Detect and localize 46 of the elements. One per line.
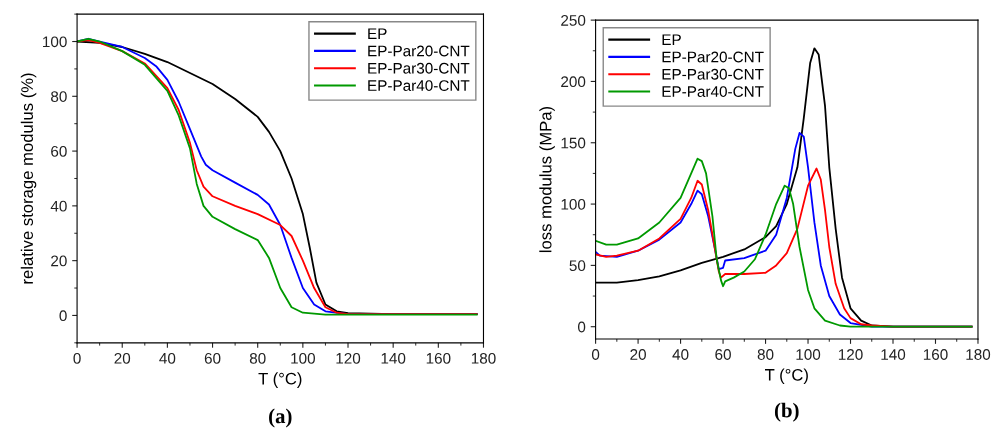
y-tick-label: 150 [561, 137, 586, 149]
x-tick-label: 100 [291, 352, 316, 364]
x-axis-title: T (°C) [258, 372, 302, 388]
x-axis-title: T (°C) [765, 368, 808, 385]
x-tick-label: 140 [881, 349, 906, 360]
legend-label: EP-Par30-CNT [368, 62, 470, 74]
legend-label: EP-Par20-CNT [662, 51, 764, 63]
text: (b) [774, 402, 799, 422]
x-tick-label: 0 [73, 352, 81, 364]
text: (a) [269, 408, 292, 428]
legend-label: EP-Par20-CNT [368, 45, 470, 57]
x-tick-label: 20 [630, 349, 646, 360]
x-tick-label: 120 [838, 349, 863, 360]
y-tick-label: 50 [569, 260, 586, 272]
x-tick-label: 160 [923, 349, 948, 360]
legend-label: EP-Par30-CNT [662, 68, 764, 80]
legend-label: EP [368, 28, 387, 39]
legend-label: EP-Par40-CNT [368, 80, 470, 91]
x-tick-label: 60 [715, 349, 731, 360]
x-tick-label: 80 [249, 352, 266, 364]
y-tick-label: 60 [51, 145, 67, 157]
x-tick-label: 140 [381, 352, 406, 364]
y-tick-label: 0 [59, 310, 67, 322]
x-tick-label: 20 [114, 352, 131, 364]
x-tick-label: 40 [672, 349, 689, 360]
y-axis-title: relative storage modulus (%) [20, 73, 37, 284]
y-tick-label: 20 [51, 255, 67, 267]
x-tick-label: 60 [204, 352, 221, 364]
x-tick-label: 160 [426, 352, 451, 364]
y-axis-title: loss modulus (MPa) [539, 106, 555, 253]
x-tick-label: 100 [796, 349, 821, 360]
x-tick-label: 180 [966, 349, 991, 360]
x-tick-label: 80 [757, 349, 774, 360]
y-tick-label: 200 [561, 76, 586, 88]
x-tick-label: 120 [336, 352, 361, 364]
x-tick-label: 0 [591, 349, 600, 360]
y-tick-label: 100 [43, 36, 67, 48]
x-tick-label: 40 [159, 352, 176, 364]
y-tick-label: 80 [51, 91, 67, 102]
legend-label: EP-Par40-CNT [662, 86, 764, 97]
x-tick-label: 180 [471, 352, 496, 364]
y-tick-label: 40 [50, 200, 67, 212]
legend-label: EP [662, 34, 681, 45]
y-tick-label: 100 [561, 198, 586, 210]
y-tick-label: 250 [561, 14, 586, 26]
y-tick-label: 0 [577, 321, 586, 333]
